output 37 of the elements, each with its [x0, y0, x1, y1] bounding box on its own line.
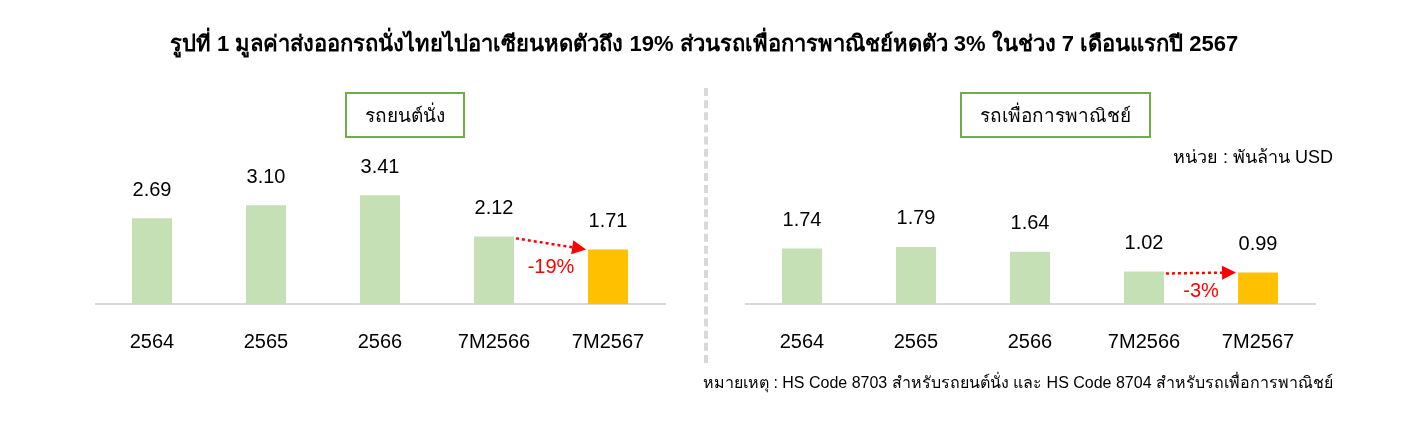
- x-tick-label: 7M2566: [1107, 329, 1181, 352]
- x-tick-label: 7M2566: [457, 329, 531, 352]
- data-label: 1.71: [588, 208, 628, 231]
- bar: [1124, 271, 1164, 304]
- data-label: 2.12: [474, 195, 514, 218]
- bar: [896, 246, 936, 304]
- x-tick-label: 2565: [243, 329, 289, 352]
- bar: [1238, 272, 1278, 304]
- data-label: 1.02: [1124, 230, 1164, 253]
- bar: [360, 195, 400, 304]
- text: หน่วย : พันล้าน USD: [1172, 146, 1333, 169]
- bar: [782, 248, 822, 304]
- x-tick-label: 2564: [779, 329, 825, 352]
- bar: [246, 205, 286, 304]
- bar: [132, 218, 172, 304]
- x-tick-label: 2565: [893, 329, 939, 352]
- annotation: -19%: [527, 254, 575, 277]
- bar: [588, 249, 628, 304]
- x-tick-label: 2566: [357, 329, 403, 352]
- annotation: -3%: [1183, 278, 1219, 301]
- data-label: 1.74: [782, 208, 822, 231]
- data-label: 1.79: [896, 206, 936, 229]
- x-tick-label: 7M2567: [571, 329, 645, 352]
- data-label: 0.99: [1238, 231, 1278, 254]
- x-tick-label: 2564: [129, 329, 175, 352]
- chart-subtitle: รถเพื่อการพาณิชย์: [959, 92, 1151, 138]
- bar: [474, 236, 514, 304]
- data-label: 3.41: [360, 154, 400, 177]
- x-tick-label: 7M2567: [1221, 329, 1295, 352]
- chart-subtitle: รถยนต์นั่ง: [345, 92, 465, 138]
- data-label: 3.10: [246, 164, 286, 187]
- data-label: 1.64: [1010, 211, 1050, 234]
- text: หมายเหตุ : HS Code 8703 สำหรับรถยนต์นั่ง และ HS Code 8704 สำหรับรถเพื่อการพาณิชย์: [702, 371, 1333, 395]
- data-label: 2.69: [132, 177, 172, 200]
- x-tick-label: 2566: [1007, 329, 1053, 352]
- chart-title: รูปที่ 1 มูลค่าส่งออกรถนั่งไทยไปอาเซียนหดตัวถึง 19% ส่วนรถเพื่อการพาณิชย์หดตัว 3% ในช่วง 7 เดือนแรกปี 2567: [168, 26, 1240, 60]
- bar: [1010, 251, 1050, 304]
